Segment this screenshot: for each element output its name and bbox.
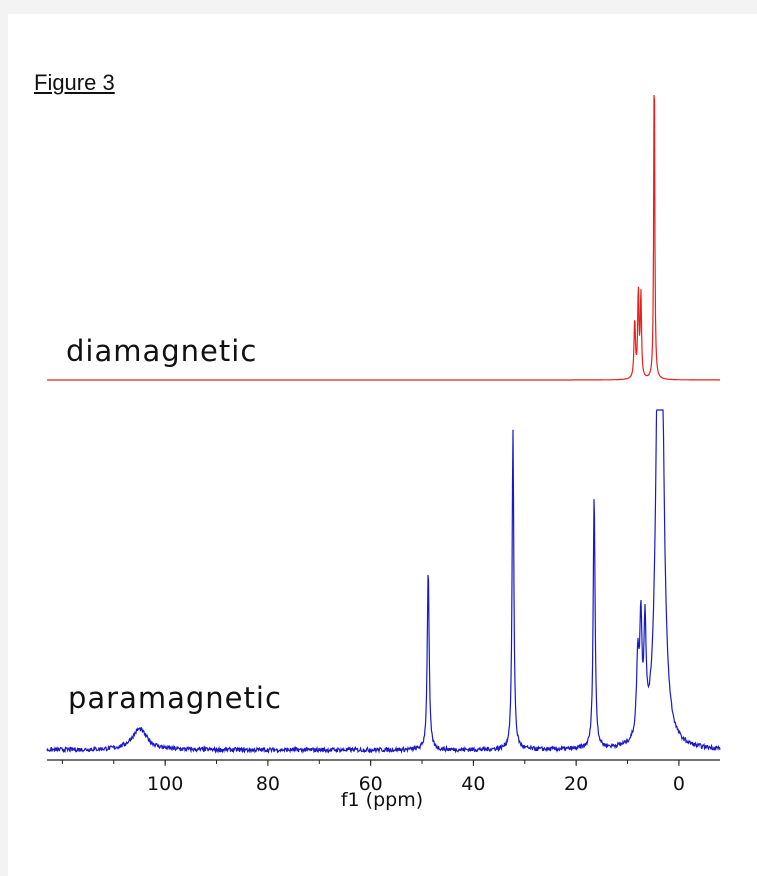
x-tick-label: 80 (256, 773, 280, 795)
paramagnetic-label: paramagnetic (68, 681, 282, 715)
x-tick-label: 60 (359, 773, 383, 795)
x-tick-label: 40 (461, 773, 485, 795)
x-tick-label: 0 (673, 773, 685, 795)
figure-label: Figure 3 (34, 70, 115, 95)
spectrum-traces (46, 94, 721, 754)
diamagnetic-label: diamagnetic (66, 334, 258, 368)
x-tick-label: 20 (564, 773, 588, 795)
diamagnetic-trace (47, 94, 720, 381)
paramagnetic-trace (46, 409, 721, 754)
x-tick-label: 100 (147, 773, 183, 795)
x-axis: 100 80 60 40 20 0 (47, 759, 720, 795)
x-axis-title: f1 (ppm) (341, 789, 423, 811)
